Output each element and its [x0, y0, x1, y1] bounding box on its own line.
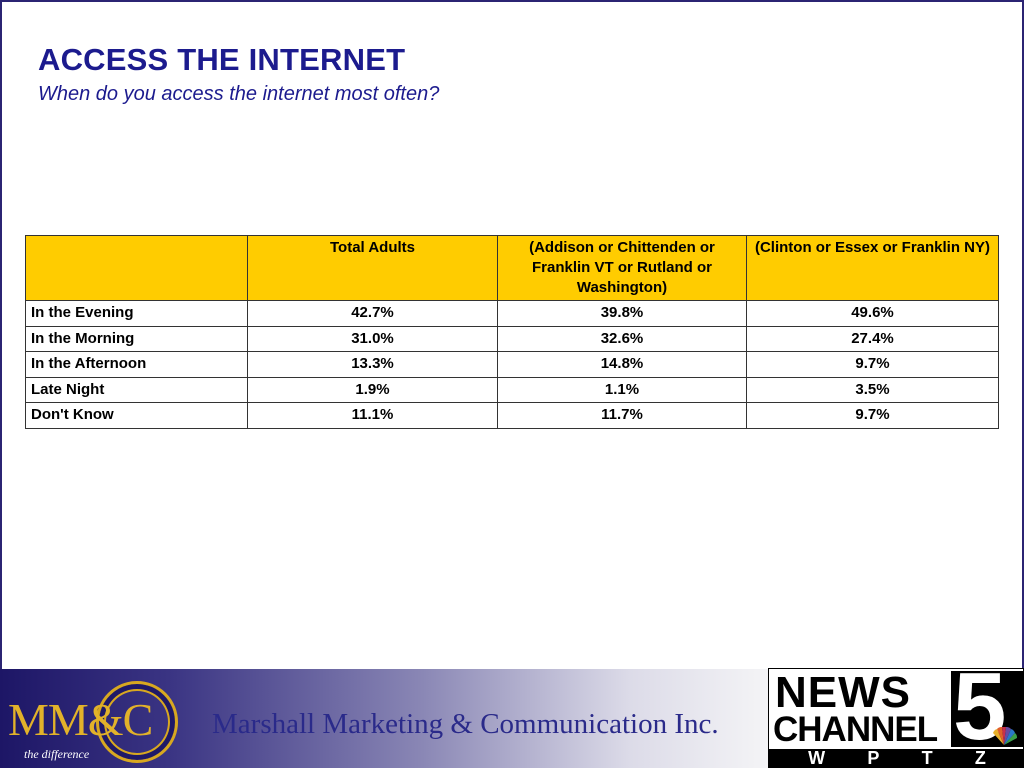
- logo-news-word: NEWS: [775, 668, 911, 717]
- table-row: In the Morning 31.0% 32.6% 27.4%: [25, 325, 999, 352]
- results-table: Total Adults (Addison or Chittenden or F…: [25, 235, 999, 429]
- row-label: In the Morning: [25, 325, 248, 352]
- cell-value: 32.6%: [497, 325, 747, 352]
- column-header-total-adults: Total Adults: [247, 235, 498, 301]
- cell-value: 42.7%: [247, 300, 498, 327]
- cell-value: 9.7%: [746, 402, 999, 429]
- page-title: ACCESS THE INTERNET: [38, 42, 406, 77]
- table-row: Late Night 1.9% 1.1% 3.5%: [25, 376, 999, 403]
- row-label: In the Afternoon: [25, 351, 248, 378]
- row-label: Late Night: [25, 376, 248, 403]
- row-label: In the Evening: [25, 300, 248, 327]
- cell-value: 11.7%: [497, 402, 747, 429]
- cell-value: 39.8%: [497, 300, 747, 327]
- cell-value: 49.6%: [746, 300, 999, 327]
- cell-value: 13.3%: [247, 351, 498, 378]
- logo-five-digit: 5: [953, 668, 1007, 760]
- table-header-row: Total Adults (Addison or Chittenden or F…: [25, 235, 999, 301]
- cell-value: 27.4%: [746, 325, 999, 352]
- cell-value: 11.1%: [247, 402, 498, 429]
- column-header-ny-counties: (Clinton or Essex or Franklin NY): [746, 235, 999, 301]
- call-letters-bar: [769, 749, 1023, 767]
- table-row: In the Afternoon 13.3% 14.8% 9.7%: [25, 351, 999, 378]
- table-row: Don't Know 11.1% 11.7% 9.7%: [25, 402, 999, 429]
- mmc-tagline: the difference: [24, 747, 90, 761]
- company-name: Marshall Marketing & Communication Inc.: [212, 708, 719, 740]
- logo-channel-word: CHANNEL: [773, 710, 938, 749]
- page-subtitle: When do you access the internet most oft…: [38, 83, 440, 105]
- call-letter: Z: [974, 748, 986, 768]
- news-channel-5-logo: NEWS CHANNEL 5 W P T Z: [768, 668, 1024, 768]
- call-letter: P: [867, 748, 880, 768]
- row-label: Don't Know: [25, 402, 248, 429]
- cell-value: 9.7%: [746, 351, 999, 378]
- cell-value: 3.5%: [746, 376, 999, 403]
- cell-value: 1.9%: [247, 376, 498, 403]
- cell-value: 31.0%: [247, 325, 498, 352]
- mmc-logo: MM&C: [8, 694, 153, 745]
- cell-value: 1.1%: [497, 376, 747, 403]
- call-letter: T: [921, 748, 933, 768]
- column-header-blank: [25, 235, 248, 301]
- cell-value: 14.8%: [497, 351, 747, 378]
- table-row: In the Evening 42.7% 39.8% 49.6%: [25, 300, 999, 327]
- column-header-vt-counties: (Addison or Chittenden or Franklin VT or…: [497, 235, 747, 301]
- peacock-icon: [993, 727, 1017, 745]
- mmc-logo-ring-icon: [96, 681, 178, 763]
- call-letters: W P T Z: [769, 747, 1023, 768]
- call-letter: W: [808, 748, 826, 768]
